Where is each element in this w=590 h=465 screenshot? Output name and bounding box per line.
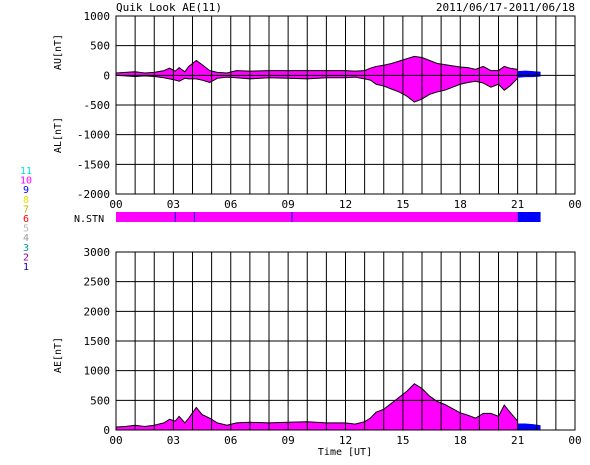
x-tick-label: 00 <box>109 434 122 447</box>
legend-item-5: 5 <box>23 224 29 235</box>
x-tick-label: 06 <box>224 198 237 211</box>
x-tick-label: 18 <box>454 434 467 447</box>
station-bar-segment <box>517 212 541 222</box>
top-al-recent-area <box>517 75 541 78</box>
x-tick-label: 21 <box>511 198 524 211</box>
top-au-recent-area <box>517 70 541 76</box>
y-tick-label: -500 <box>84 99 111 112</box>
station-bar-label: N.STN <box>74 214 104 225</box>
y-tick-label: 1000 <box>84 365 111 378</box>
legend-item-7: 7 <box>23 204 29 215</box>
date-range: 2011/06/17-2011/06/18 <box>436 1 575 14</box>
x-tick-label: 12 <box>339 198 352 211</box>
y-tick-label: 2500 <box>84 276 111 289</box>
x-tick-label: 12 <box>339 434 352 447</box>
y-tick-label: 0 <box>103 69 110 82</box>
legend-item-11: 11 <box>20 166 32 177</box>
x-tick-label: 15 <box>396 198 409 211</box>
plot-frame <box>115 251 576 431</box>
x-tick-label: 00 <box>109 198 122 211</box>
x-tick-label: 09 <box>282 198 295 211</box>
bottom-ae-line <box>115 383 519 428</box>
y-tick-label: -1000 <box>77 129 110 142</box>
legend-item-2: 2 <box>23 252 29 263</box>
top-al-area <box>116 75 518 103</box>
x-tick-label: 06 <box>224 434 237 447</box>
legend-item-1: 1 <box>23 262 29 273</box>
y-tick-label: 1000 <box>84 10 111 23</box>
au-axis-label: AU[nT] <box>53 34 64 70</box>
y-tick-label: -1500 <box>77 158 110 171</box>
x-tick-label: 21 <box>511 434 524 447</box>
legend-item-6: 6 <box>23 214 29 225</box>
x-tick-label: 03 <box>167 434 180 447</box>
al-axis-label: AL[nT] <box>53 117 64 153</box>
legend-item-4: 4 <box>23 233 29 244</box>
x-tick-label: 18 <box>454 198 467 211</box>
y-tick-label: 0 <box>103 424 110 437</box>
legend-item-10: 10 <box>20 176 32 187</box>
legend-item-9: 9 <box>23 185 29 196</box>
y-tick-label: 2000 <box>84 305 111 318</box>
bottom-ae-recent-area <box>517 423 541 430</box>
top-au-line <box>115 55 518 74</box>
plot-frame <box>115 15 576 195</box>
y-tick-label: 500 <box>90 40 110 53</box>
y-tick-label: 1500 <box>84 335 111 348</box>
x-tick-label: 03 <box>167 198 180 211</box>
y-tick-label: 500 <box>90 394 110 407</box>
x-tick-label: 09 <box>282 434 295 447</box>
legend-item-3: 3 <box>23 243 29 254</box>
top-au-area <box>116 56 518 76</box>
top-al-line <box>115 74 518 103</box>
legend-item-8: 8 <box>23 195 29 206</box>
x-tick-label: 15 <box>396 434 409 447</box>
y-tick-label: 3000 <box>84 246 111 259</box>
ae-axis-label: AE[nT] <box>53 337 64 373</box>
x-tick-label: 00 <box>568 198 581 211</box>
station-count-bar <box>116 212 541 222</box>
bottom-ae-area <box>116 383 518 430</box>
chart-title: Quik Look AE(11) <box>116 1 222 14</box>
x-tick-label: 00 <box>568 434 581 447</box>
y-tick-label: -2000 <box>77 188 110 201</box>
station-bar-segment <box>116 212 518 222</box>
time-axis-label: Time [UT] <box>318 447 372 458</box>
